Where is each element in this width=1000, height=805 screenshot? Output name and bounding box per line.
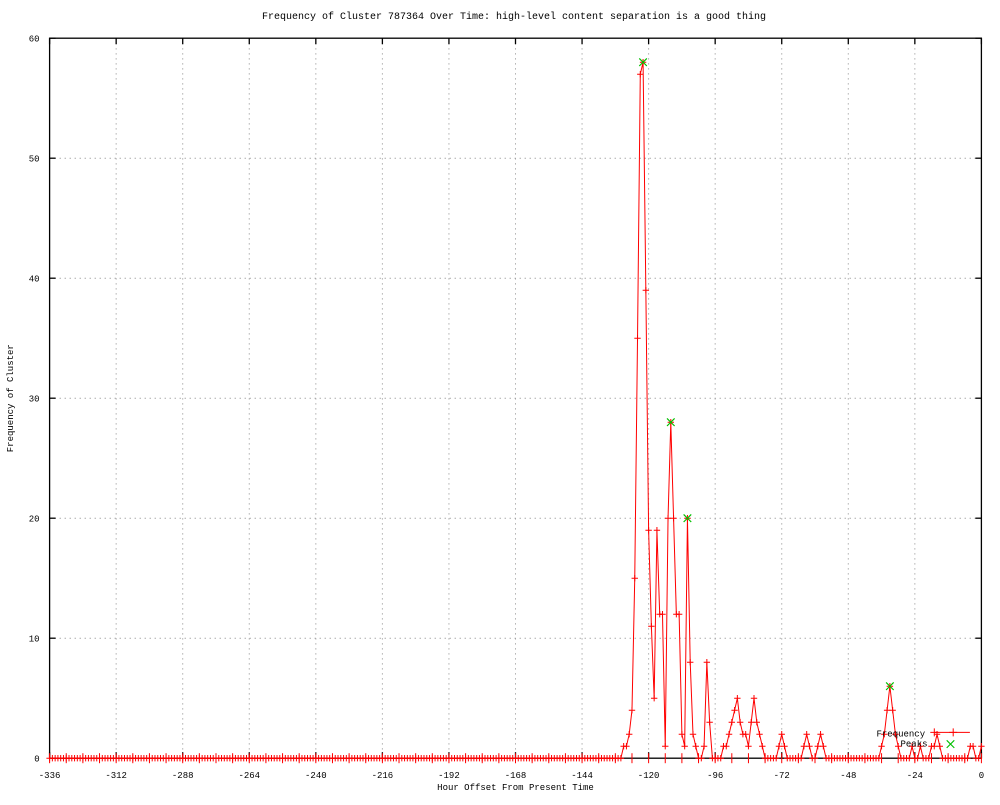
svg-text:Peaks: Peaks (901, 740, 928, 750)
svg-text:-240: -240 (305, 771, 327, 781)
svg-text:Frequency of Cluster: Frequency of Cluster (6, 344, 16, 452)
svg-text:-312: -312 (105, 771, 127, 781)
svg-text:30: 30 (29, 395, 40, 405)
svg-text:60: 60 (29, 35, 40, 45)
svg-text:50: 50 (29, 155, 40, 165)
svg-text:Hour Offset From Present Time: Hour Offset From Present Time (437, 783, 594, 793)
svg-text:-48: -48 (840, 771, 856, 781)
svg-text:-288: -288 (172, 771, 194, 781)
svg-text:-336: -336 (39, 771, 61, 781)
svg-text:40: 40 (29, 275, 40, 285)
svg-text:-168: -168 (505, 771, 527, 781)
svg-text:Frequency: Frequency (877, 730, 926, 740)
svg-text:0: 0 (979, 771, 984, 781)
svg-text:-72: -72 (774, 771, 790, 781)
svg-text:-120: -120 (638, 771, 660, 781)
svg-text:20: 20 (29, 515, 40, 525)
svg-text:-96: -96 (707, 771, 723, 781)
svg-text:10: 10 (29, 635, 40, 645)
svg-text:0: 0 (34, 755, 39, 765)
svg-text:-192: -192 (438, 771, 460, 781)
svg-text:-144: -144 (571, 771, 593, 781)
svg-text:-264: -264 (238, 771, 260, 781)
svg-text:-24: -24 (907, 771, 923, 781)
svg-text:Frequency of Cluster 787364 Ov: Frequency of Cluster 787364 Over Time: h… (262, 11, 766, 23)
svg-text:-216: -216 (372, 771, 394, 781)
